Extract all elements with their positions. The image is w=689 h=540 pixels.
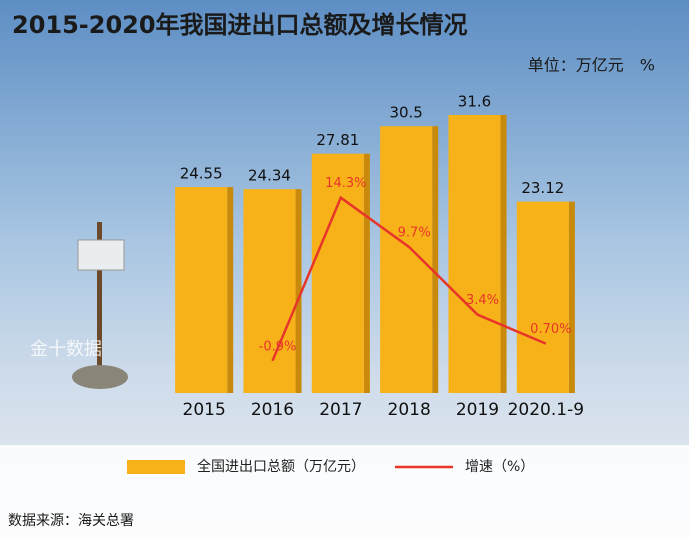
watermark: 金十数据 bbox=[30, 339, 102, 360]
bar-value-label: 24.55 bbox=[180, 165, 223, 183]
bar-value-label: 24.34 bbox=[248, 167, 291, 185]
source-note: 数据来源：海关总署 bbox=[8, 513, 134, 529]
x-tick-label: 2015 bbox=[183, 400, 226, 420]
signpost bbox=[72, 222, 128, 389]
x-tick-label: 2016 bbox=[251, 400, 294, 420]
bar bbox=[380, 126, 433, 393]
bar bbox=[175, 187, 228, 393]
x-tick-label: 2019 bbox=[456, 400, 499, 420]
bar-side bbox=[500, 114, 507, 394]
x-tick-label: 2017 bbox=[319, 400, 362, 420]
bar bbox=[448, 114, 501, 394]
bar-value-label: 23.12 bbox=[521, 179, 564, 197]
line-value-label: -0.9% bbox=[259, 339, 297, 354]
line-value-label: 0.70% bbox=[530, 322, 571, 337]
chart-title: 2015-2020年我国进出口总额及增长情况 bbox=[12, 11, 468, 39]
bar-value-label: 31.6 bbox=[458, 92, 491, 110]
x-tick-label: 2018 bbox=[388, 400, 431, 420]
legend-label: 增速（%） bbox=[465, 459, 534, 475]
bar bbox=[516, 201, 569, 393]
line-value-label: 3.4% bbox=[466, 293, 499, 308]
line-value-label: 14.3% bbox=[325, 176, 366, 191]
bar bbox=[243, 189, 296, 393]
bar bbox=[311, 153, 364, 393]
legend-swatch bbox=[127, 460, 185, 474]
bar-value-label: 30.5 bbox=[389, 104, 422, 122]
bar-value-label: 27.81 bbox=[316, 131, 359, 149]
bar-side bbox=[432, 126, 439, 393]
bar-side bbox=[568, 201, 575, 393]
bar-side bbox=[295, 189, 302, 393]
unit-label: 单位：万亿元 % bbox=[528, 56, 655, 75]
line-value-label: 9.7% bbox=[398, 226, 431, 241]
growth-line bbox=[271, 195, 547, 362]
legend-label: 全国进出口总额（万亿元） bbox=[197, 458, 365, 475]
bar-side bbox=[227, 187, 234, 393]
x-tick-label: 2020.1-9 bbox=[508, 400, 584, 420]
bar-side bbox=[363, 153, 370, 393]
footer-band bbox=[0, 445, 689, 540]
